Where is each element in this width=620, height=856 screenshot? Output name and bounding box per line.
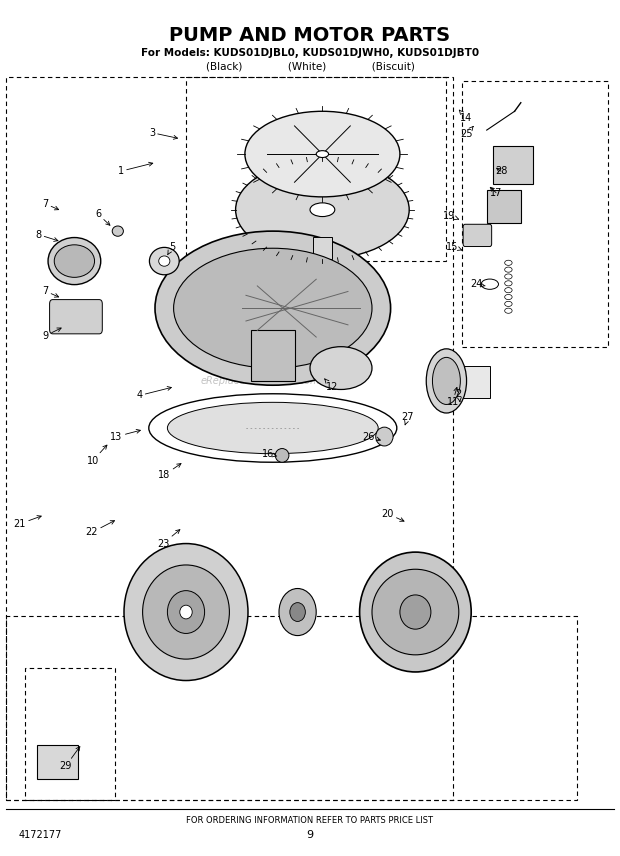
Ellipse shape: [167, 402, 378, 454]
Text: 26: 26: [363, 431, 380, 442]
Text: 28: 28: [495, 166, 507, 176]
Text: - - - - - - - - - - - - -: - - - - - - - - - - - - -: [246, 425, 299, 431]
Text: 16: 16: [262, 449, 277, 459]
FancyBboxPatch shape: [37, 745, 78, 779]
Text: 9: 9: [43, 328, 61, 341]
Ellipse shape: [275, 449, 289, 462]
Text: 6: 6: [95, 209, 110, 225]
Ellipse shape: [427, 349, 466, 413]
Ellipse shape: [310, 347, 372, 389]
Text: 4: 4: [136, 387, 171, 401]
Ellipse shape: [433, 357, 460, 405]
Ellipse shape: [376, 427, 393, 446]
FancyBboxPatch shape: [313, 237, 332, 259]
Ellipse shape: [360, 552, 471, 672]
Ellipse shape: [310, 203, 335, 217]
Text: 29: 29: [60, 746, 80, 771]
Text: 21: 21: [14, 515, 41, 529]
Text: 17: 17: [490, 187, 502, 198]
Ellipse shape: [316, 151, 329, 158]
Text: 24: 24: [470, 279, 485, 289]
Text: 5: 5: [168, 241, 175, 254]
Ellipse shape: [143, 565, 229, 659]
FancyBboxPatch shape: [463, 224, 492, 247]
Text: 20: 20: [381, 508, 404, 521]
Text: 9: 9: [306, 829, 314, 840]
Text: 18: 18: [158, 464, 181, 480]
Ellipse shape: [236, 161, 409, 259]
Text: 19: 19: [443, 211, 459, 221]
Text: 25: 25: [460, 127, 473, 140]
Text: eReplacementParts.com: eReplacementParts.com: [201, 376, 320, 386]
Text: 10: 10: [87, 445, 107, 466]
Text: 22: 22: [86, 520, 115, 538]
Ellipse shape: [54, 245, 94, 277]
Text: 15: 15: [446, 241, 462, 252]
FancyBboxPatch shape: [493, 146, 533, 184]
Text: 3: 3: [149, 128, 177, 140]
Text: 27: 27: [402, 412, 414, 425]
Ellipse shape: [180, 605, 192, 619]
FancyBboxPatch shape: [50, 300, 102, 334]
Text: 8: 8: [35, 229, 58, 241]
Text: 13: 13: [110, 430, 140, 442]
Ellipse shape: [400, 595, 431, 629]
Text: 2: 2: [456, 389, 462, 401]
Text: FOR ORDERING INFORMATION REFER TO PARTS PRICE LIST: FOR ORDERING INFORMATION REFER TO PARTS …: [187, 816, 433, 824]
Text: 12: 12: [325, 379, 338, 392]
Ellipse shape: [167, 591, 205, 633]
FancyBboxPatch shape: [487, 190, 521, 223]
Text: For Models: KUDS01DJBL0, KUDS01DJWH0, KUDS01DJBT0: For Models: KUDS01DJBL0, KUDS01DJWH0, KU…: [141, 48, 479, 58]
Ellipse shape: [149, 247, 179, 275]
Ellipse shape: [48, 238, 100, 284]
Ellipse shape: [245, 111, 400, 197]
Ellipse shape: [155, 231, 391, 385]
Ellipse shape: [174, 248, 372, 368]
FancyBboxPatch shape: [251, 330, 294, 381]
Ellipse shape: [279, 589, 316, 635]
Text: 1: 1: [118, 163, 153, 176]
Text: 23: 23: [157, 530, 180, 549]
Text: 7: 7: [42, 199, 59, 210]
Ellipse shape: [290, 603, 305, 621]
Text: 11: 11: [446, 388, 459, 407]
Text: 4172177: 4172177: [19, 829, 62, 840]
Text: 7: 7: [42, 286, 59, 297]
Ellipse shape: [159, 256, 170, 266]
Text: (Black)              (White)              (Biscuit): (Black) (White) (Biscuit): [206, 62, 414, 72]
Text: 14: 14: [459, 110, 472, 123]
Ellipse shape: [372, 569, 459, 655]
Text: PUMP AND MOTOR PARTS: PUMP AND MOTOR PARTS: [169, 27, 451, 45]
Ellipse shape: [112, 226, 123, 236]
FancyBboxPatch shape: [459, 366, 490, 398]
Ellipse shape: [124, 544, 248, 681]
